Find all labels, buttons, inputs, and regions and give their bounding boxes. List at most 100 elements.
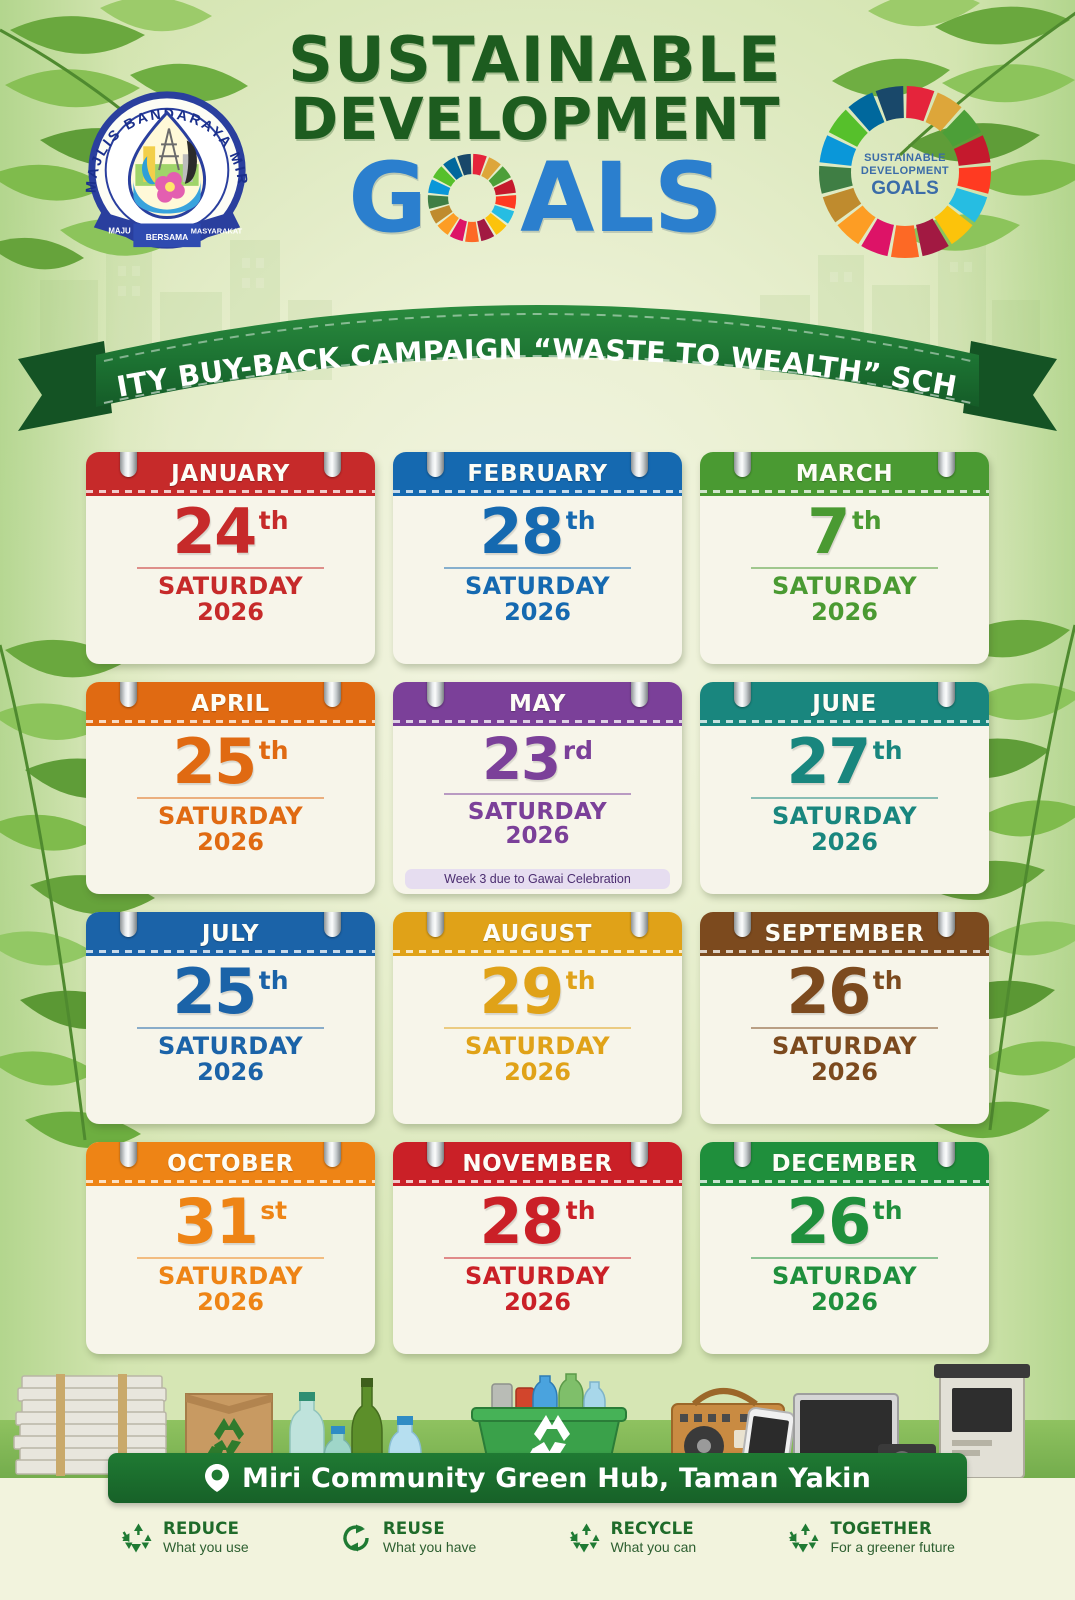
location-bar[interactable]: Miri Community Green Hub, Taman Yakin <box>108 1453 967 1503</box>
calendar-month-label: AUGUST <box>482 921 593 947</box>
calendar-day-suffix: th <box>565 506 596 535</box>
location-pin-icon <box>204 1464 229 1492</box>
calendar-grid: JANUARY 24 th SATURDAY 2026 FEBRUARY 28 … <box>86 452 989 1354</box>
calendar-month-label: JULY <box>201 921 260 947</box>
reuse-arrows-icon <box>340 1522 374 1554</box>
calendar-card-body: 24 th SATURDAY 2026 <box>86 496 375 631</box>
calendar-day-suffix: th <box>872 736 903 765</box>
calendar-card-november[interactable]: NOVEMBER 28 th SATURDAY 2026 <box>393 1142 682 1354</box>
calendar-day-suffix: th <box>258 736 289 765</box>
principle-subtitle: What you can <box>610 1538 697 1555</box>
calendar-day-number: 31 <box>173 1185 259 1258</box>
calendar-card-header: JULY <box>86 912 375 956</box>
calendar-card-june[interactable]: JUNE 27 th SATURDAY 2026 <box>700 682 989 894</box>
sdg-logo-line1: SUSTAINABLE <box>864 152 946 164</box>
calendar-day-number: 28 <box>479 495 564 568</box>
principle-text: RECYCLE What you can <box>610 1519 697 1556</box>
calendar-card-body: 7 th SATURDAY 2026 <box>700 496 989 631</box>
calendar-day-suffix: rd <box>562 736 593 765</box>
principle-item-reduce: REDUCE What you use <box>120 1519 249 1556</box>
poster-header: MAJLIS BANDARAYA MIRI <box>0 0 1075 300</box>
calendar-weekday: SATURDAY <box>464 1261 611 1290</box>
calendar-card-header: NOVEMBER <box>393 1142 682 1186</box>
calendar-month-label: JANUARY <box>171 461 290 487</box>
calendar-divider <box>750 796 939 799</box>
calendar-divider <box>136 1256 325 1259</box>
calendar-card-april[interactable]: APRIL 25 th SATURDAY 2026 <box>86 682 375 894</box>
calendar-card-body: 27 th SATURDAY 2026 <box>700 726 989 861</box>
calendar-ring-right <box>324 682 341 707</box>
calendar-day-row: 26 th <box>714 961 975 1022</box>
calendar-day-number: 27 <box>786 725 871 798</box>
recycle-icon <box>787 1522 821 1554</box>
calendar-divider <box>443 566 632 569</box>
calendar-card-september[interactable]: SEPTEMBER 26 th SATURDAY 2026 <box>700 912 989 1124</box>
calendar-card-august[interactable]: AUGUST 29 th SATURDAY 2026 <box>393 912 682 1124</box>
calendar-card-header: OCTOBER <box>86 1142 375 1186</box>
calendar-ring-right <box>631 452 648 477</box>
calendar-ring-left <box>734 452 751 477</box>
calendar-divider <box>136 566 325 569</box>
sdg-logo-line2: DEVELOPMENT <box>861 165 949 177</box>
calendar-weekday: SATURDAY <box>771 571 918 600</box>
calendar-divider <box>136 796 325 799</box>
calendar-day-suffix: th <box>565 1196 596 1225</box>
calendar-ring-left <box>427 1142 444 1167</box>
calendar-card-january[interactable]: JANUARY 24 th SATURDAY 2026 <box>86 452 375 664</box>
calendar-card-may[interactable]: MAY 23 rd SATURDAY 2026 Week 3 due to Ga… <box>393 682 682 894</box>
calendar-ring-right <box>938 1142 955 1167</box>
calendar-day-suffix: th <box>872 966 903 995</box>
principle-subtitle: For a greener future <box>830 1538 955 1555</box>
calendar-year: 2026 <box>505 822 570 849</box>
calendar-weekday: SATURDAY <box>464 1031 611 1060</box>
calendar-ring-left <box>120 1142 137 1167</box>
calendar-day-row: 28 th <box>407 1191 668 1252</box>
calendar-card-february[interactable]: FEBRUARY 28 th SATURDAY 2026 <box>393 452 682 664</box>
calendar-day-row: 31 st <box>100 1185 361 1258</box>
calendar-day-number: 25 <box>172 955 257 1028</box>
location-text: Miri Community Green Hub, Taman Yakin <box>241 1462 872 1494</box>
calendar-card-header: APRIL <box>86 682 375 726</box>
calendar-day-number: 25 <box>172 725 257 798</box>
calendar-ring-right <box>631 682 648 707</box>
calendar-card-body: 29 th SATURDAY 2026 <box>393 956 682 1091</box>
calendar-card-header: FEBRUARY <box>393 452 682 496</box>
calendar-card-july[interactable]: JULY 25 th SATURDAY 2026 <box>86 912 375 1124</box>
calendar-day-suffix: th <box>258 966 289 995</box>
calendar-card-header: MARCH <box>700 452 989 496</box>
principle-title: REDUCE <box>163 1519 240 1538</box>
calendar-month-label: FEBRUARY <box>467 461 608 487</box>
calendar-day-row: 29 th <box>407 961 668 1022</box>
calendar-card-header: DECEMBER <box>700 1142 989 1186</box>
calendar-year: 2026 <box>811 1057 878 1086</box>
calendar-card-body: 28 th SATURDAY 2026 <box>393 1186 682 1321</box>
calendar-card-december[interactable]: DECEMBER 26 th SATURDAY 2026 <box>700 1142 989 1354</box>
calendar-year: 2026 <box>504 597 571 626</box>
title-goals-row: G ALS <box>255 150 815 246</box>
calendar-year: 2026 <box>504 1057 571 1086</box>
calendar-card-march[interactable]: MARCH 7 th SATURDAY 2026 <box>700 452 989 664</box>
calendar-month-label: DECEMBER <box>771 1151 918 1177</box>
goals-letter-g: G <box>348 141 427 254</box>
calendar-month-label: SEPTEMBER <box>764 921 925 947</box>
calendar-day-suffix: th <box>872 1196 903 1225</box>
calendar-ring-right <box>324 452 341 477</box>
calendar-weekday: SATURDAY <box>464 571 611 600</box>
calendar-year: 2026 <box>197 827 264 856</box>
calendar-card-october[interactable]: OCTOBER 31 st SATURDAY 2026 <box>86 1142 375 1354</box>
calendar-divider <box>750 1026 939 1029</box>
calendar-weekday: SATURDAY <box>467 798 608 825</box>
principle-item-reuse: REUSE What you have <box>340 1519 476 1556</box>
calendar-day-number: 26 <box>786 1185 871 1258</box>
calendar-divider <box>136 1026 325 1029</box>
calendar-year: 2026 <box>811 1287 878 1316</box>
calendar-day-row: 23 rd <box>407 730 668 788</box>
calendar-day-suffix: th <box>565 966 596 995</box>
calendar-ring-right <box>938 682 955 707</box>
calendar-divider <box>443 792 632 795</box>
recycle-icon <box>568 1522 602 1554</box>
recycle-icon <box>120 1522 154 1554</box>
crest-ribbon-left: MAJU <box>108 226 131 235</box>
calendar-divider <box>750 566 939 569</box>
